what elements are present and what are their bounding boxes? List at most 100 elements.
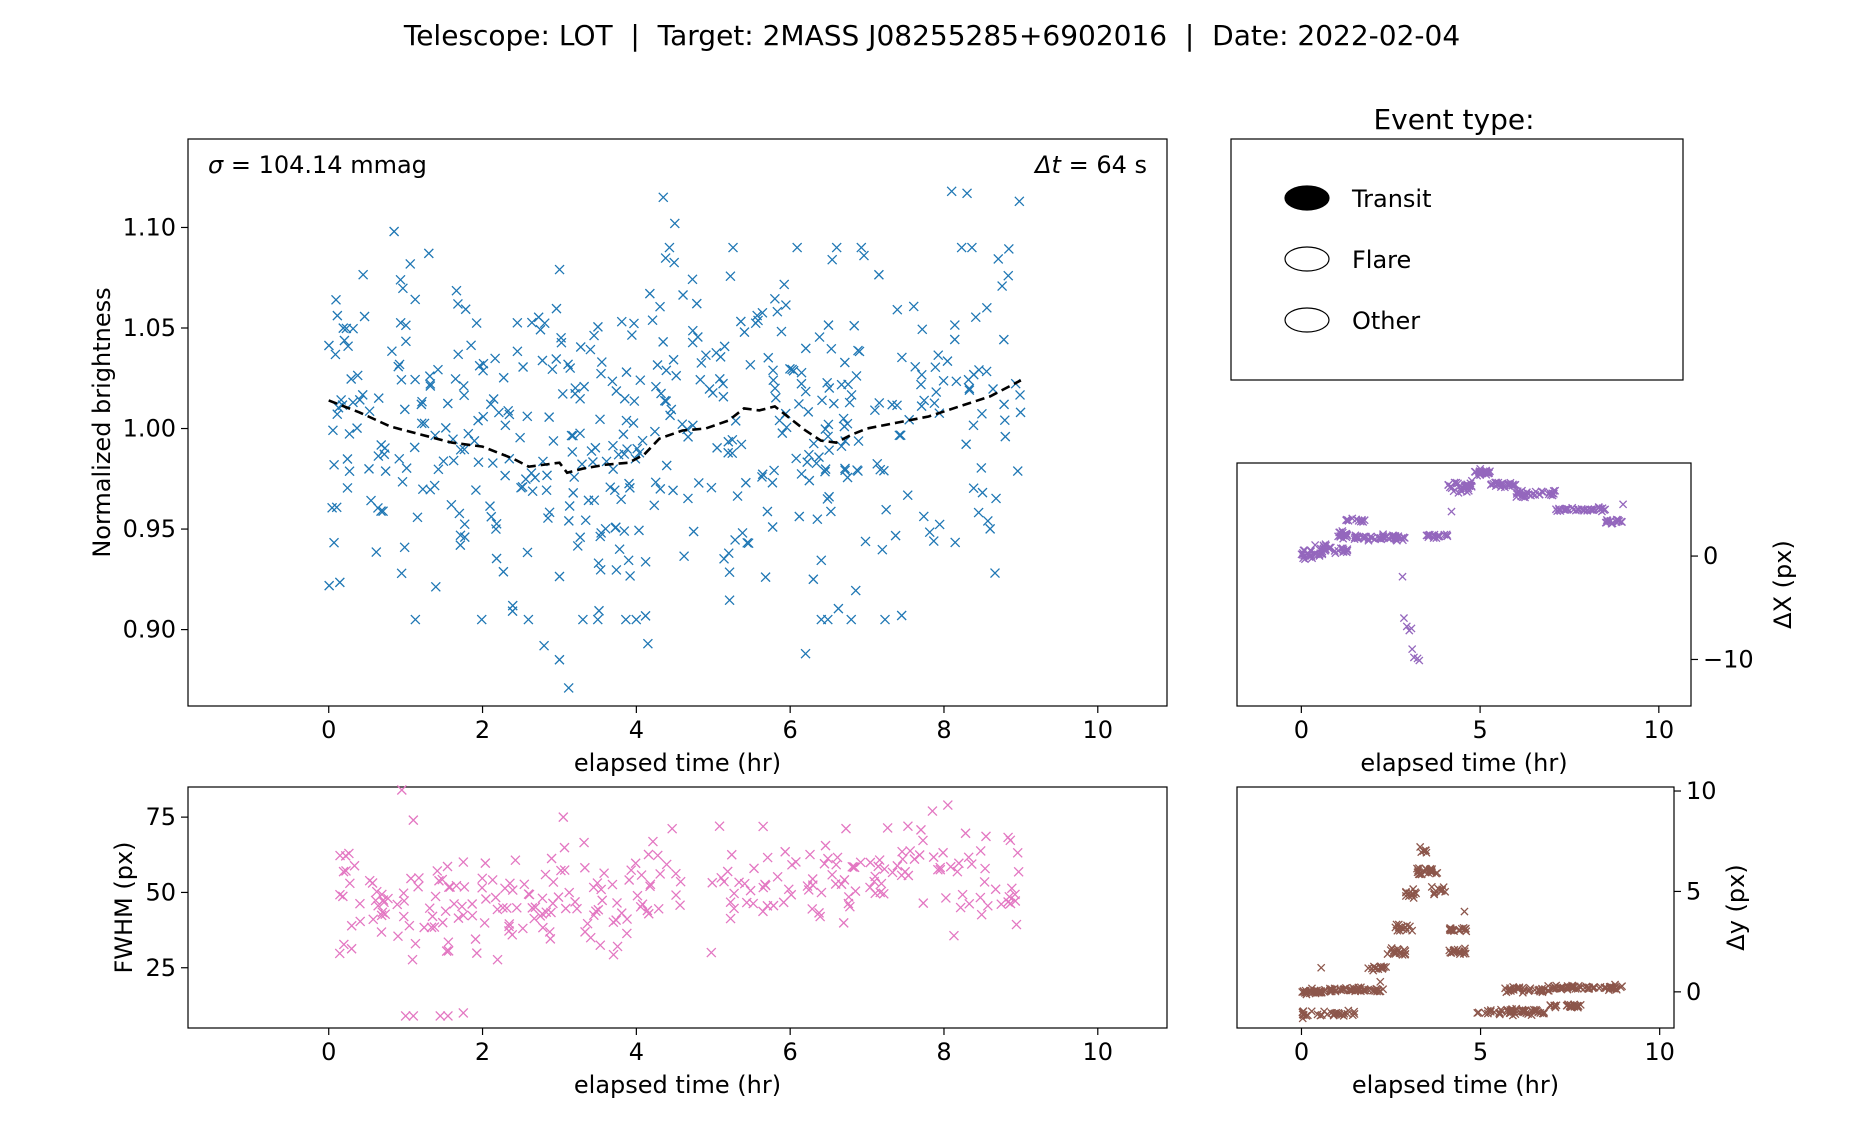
dx-point (1368, 533, 1377, 542)
flux-point (723, 436, 734, 447)
fwhm-point (1006, 883, 1017, 894)
dx-point (1379, 531, 1388, 541)
flux-point (767, 477, 778, 488)
flux-point (331, 294, 341, 305)
legend-item-transit[interactable]: Transit (1284, 185, 1432, 213)
flux-ytick-label: 1.05 (123, 314, 176, 342)
flux-point (652, 360, 663, 370)
dx-point (1447, 507, 1456, 516)
flux-point (1000, 431, 1011, 442)
radio-filled-icon[interactable] (1284, 185, 1330, 211)
fwhm-point (579, 837, 590, 848)
legend-item-other[interactable]: Other (1284, 307, 1420, 335)
dx-point (1398, 536, 1407, 545)
flux-point (880, 614, 890, 625)
fwhm-point (807, 880, 818, 891)
flux-point (640, 556, 651, 567)
fwhm-point (544, 926, 555, 937)
flux-point (732, 491, 743, 502)
dx-point (1339, 534, 1348, 543)
fwhm-point (480, 894, 491, 904)
dy-point (1504, 986, 1513, 996)
fwhm-point (559, 842, 570, 853)
flux-point (493, 407, 504, 418)
flux-point (768, 375, 779, 386)
flux-point (892, 400, 902, 411)
flux-point (838, 413, 849, 424)
fwhm-point (897, 854, 908, 865)
flux-point (548, 436, 559, 446)
fwhm-point (739, 878, 750, 889)
fwhm-point (645, 879, 656, 890)
fwhm-point (445, 882, 456, 893)
fwhm-point (819, 858, 830, 869)
legend-item-flare[interactable]: Flare (1284, 246, 1411, 274)
flux-point (828, 398, 839, 409)
flux-point (767, 522, 778, 532)
fwhm-point (608, 917, 619, 928)
flux-point (840, 436, 851, 446)
flux-point (637, 435, 648, 446)
flux-point (951, 376, 962, 387)
radio-empty-icon[interactable] (1284, 307, 1330, 333)
flux-point (458, 381, 469, 391)
flux-trend-line (328, 379, 1022, 475)
fwhm-point (815, 911, 826, 922)
legend-title: Event type: (1373, 103, 1534, 136)
fwhm-point (429, 922, 440, 933)
fwhm-point (334, 889, 345, 900)
dy-point (1447, 948, 1456, 957)
fwhm-point (548, 877, 559, 888)
fwhm-point (887, 867, 898, 878)
flux-xtick-label: 0 (321, 716, 336, 744)
flux-point (564, 501, 575, 511)
flux-point (542, 513, 553, 524)
fwhm-point (838, 917, 849, 928)
flux-point (878, 465, 889, 476)
fwhm-point (652, 850, 663, 861)
fwhm-point (340, 850, 351, 861)
flux-point (822, 377, 833, 388)
flux-point (725, 271, 736, 282)
fwhm-point (714, 821, 725, 832)
flux-point (438, 456, 449, 467)
flux-point (609, 485, 620, 496)
flux-point (515, 432, 526, 443)
fwhm-point (487, 874, 498, 885)
flux-point (466, 340, 477, 351)
flux-point (530, 472, 541, 483)
flux-point (1015, 390, 1025, 400)
dy-point (1525, 986, 1534, 995)
flux-point (372, 502, 383, 513)
flux-point (556, 337, 567, 348)
flux-point (714, 373, 725, 384)
fwhm-point (437, 917, 448, 928)
dy-point (1316, 1011, 1325, 1020)
dy-point (1312, 987, 1321, 996)
flux-point (568, 487, 579, 498)
radio-empty-icon[interactable] (1284, 246, 1330, 272)
fwhm-point (378, 895, 389, 906)
flux-point (687, 325, 698, 336)
fwhm-point (524, 889, 535, 900)
flux-point (976, 462, 987, 473)
flux-point (753, 315, 763, 326)
fwhm-ytick-label: 25 (145, 954, 176, 982)
fwhm-point (980, 863, 991, 874)
fwhm-point (338, 939, 349, 950)
fwhm-point (870, 871, 881, 882)
flux-point (399, 542, 410, 553)
flux-point (796, 468, 807, 479)
dy-point (1376, 987, 1385, 996)
flux-point (379, 449, 390, 460)
flux-point (970, 312, 981, 323)
dy-point (1315, 987, 1324, 996)
flux-point (450, 373, 461, 384)
dy-point (1409, 893, 1418, 903)
flux-point (770, 392, 781, 403)
fwhm-point (477, 873, 488, 884)
flux-point (695, 374, 706, 385)
flux-point (518, 362, 529, 372)
dy-point (1301, 986, 1310, 995)
dx-point (1443, 532, 1452, 541)
